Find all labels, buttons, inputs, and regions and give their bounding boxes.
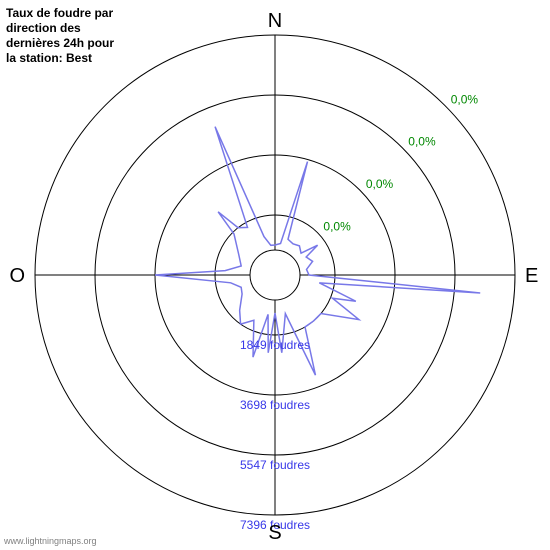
ring-label-green: 0,0% [323, 220, 351, 234]
ring-label-blue: 5547 foudres [240, 458, 310, 472]
cardinal-n: N [268, 10, 282, 32]
ring-label-green: 0,0% [408, 135, 436, 149]
ring-label-green: 0,0% [451, 92, 479, 106]
cardinal-o: O [9, 265, 25, 287]
polar-chart-svg: 1849 foudres3698 foudres5547 foudres7396… [0, 0, 550, 550]
cardinal-e: E [525, 265, 538, 287]
ring-label-blue: 3698 foudres [240, 398, 310, 412]
cardinal-s: S [268, 522, 281, 544]
ring-label-green: 0,0% [366, 177, 394, 191]
ring-label-blue: 1849 foudres [240, 338, 310, 352]
